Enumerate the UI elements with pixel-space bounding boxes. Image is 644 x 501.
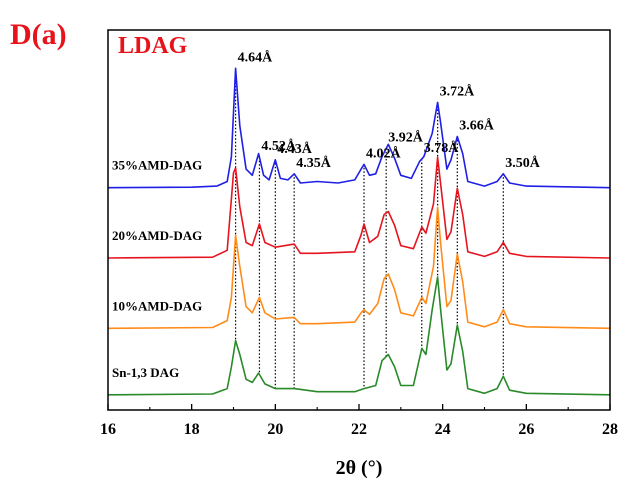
- peak-label-7: 3.72Å: [440, 83, 476, 99]
- series-line-3: [107, 276, 611, 396]
- series-line-0: [107, 67, 611, 189]
- x-axis-title: 2θ (°): [336, 457, 383, 479]
- series-labels: 35%AMD-DAG 20%AMD-DAG 10%AMD-DAG Sn-1,3 DAG: [112, 158, 202, 380]
- x-tick-label-4: 24: [435, 421, 451, 438]
- panel-label: D(a): [10, 18, 67, 51]
- peak-label-2: 4.43Å: [277, 141, 313, 157]
- series-line-2: [107, 206, 611, 330]
- series-label-2: 10%AMD-DAG: [112, 298, 202, 313]
- peak-label-9: 3.50Å: [505, 155, 541, 171]
- peak-label-3: 4.35Å: [296, 155, 332, 171]
- peak-label-0: 4.64Å: [238, 49, 274, 65]
- x-tick-label-0: 16: [100, 421, 116, 438]
- series-line-1: [107, 156, 611, 259]
- x-axis-ticks: 16 18 20 22 24 26 28: [100, 404, 618, 438]
- x-tick-label-3: 22: [351, 421, 367, 438]
- x-tick-label-5: 26: [518, 421, 534, 438]
- plot-frame: [107, 29, 611, 411]
- x-tick-label-2: 20: [267, 421, 283, 438]
- reference-lines: [234, 68, 504, 389]
- series-label-1: 20%AMD-DAG: [112, 228, 202, 243]
- peak-label-5: 3.92Å: [388, 129, 424, 145]
- x-tick-label-1: 18: [184, 421, 200, 438]
- peak-label-1: 4.52Å: [261, 138, 297, 154]
- series-label-0: 35%AMD-DAG: [112, 158, 202, 173]
- series-group: [107, 67, 611, 396]
- x-tick-label-6: 28: [602, 421, 618, 438]
- peak-label-6: 3.78Å: [424, 140, 460, 156]
- chart-subtitle: LDAG: [118, 33, 188, 59]
- peak-label-8: 3.66Å: [459, 118, 495, 134]
- peak-label-4: 4.02Å: [366, 145, 402, 161]
- series-label-3: Sn-1,3 DAG: [112, 365, 179, 380]
